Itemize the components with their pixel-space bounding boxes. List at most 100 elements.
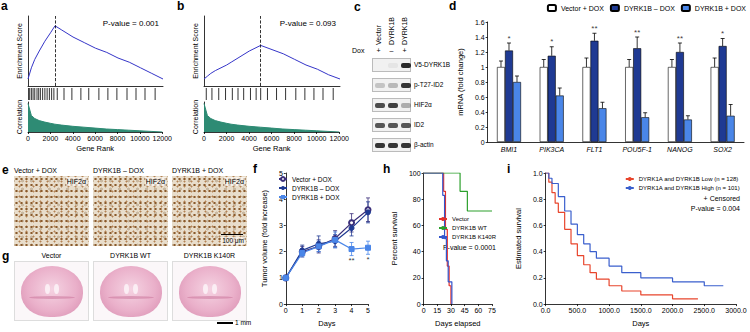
svg-text:15: 15 [433, 307, 441, 314]
svg-text:**: ** [591, 24, 597, 33]
svg-text:4: 4 [350, 307, 354, 314]
svg-text:3: 3 [279, 222, 283, 229]
svg-text:6000: 6000 [264, 135, 280, 142]
svg-text:Enrichment Score: Enrichment Score [16, 23, 23, 79]
svg-text:3: 3 [333, 307, 337, 314]
svg-text:0: 0 [481, 139, 485, 146]
svg-text:100: 100 [409, 170, 421, 177]
svg-text:**: ** [634, 28, 640, 37]
svg-text:0: 0 [26, 135, 30, 142]
svg-text:i: i [507, 163, 510, 176]
svg-text:PIK3CA: PIK3CA [539, 146, 564, 153]
svg-text:0.8: 0.8 [533, 196, 543, 203]
svg-text:Percent survival: Percent survival [390, 212, 399, 266]
svg-text:DYRK1B – DOX: DYRK1B – DOX [624, 5, 675, 12]
svg-text:8000: 8000 [286, 135, 302, 142]
svg-text:+ Censored: + Censored [704, 195, 740, 202]
svg-text:6000: 6000 [87, 135, 103, 142]
svg-text:500.0: 500.0 [569, 307, 587, 314]
svg-text:NANOG: NANOG [667, 146, 693, 153]
svg-text:**: ** [677, 34, 683, 43]
svg-text:12000: 12000 [153, 135, 173, 142]
svg-text:Days: Days [318, 319, 335, 328]
svg-text:75: 75 [488, 307, 496, 314]
svg-text:d: d [449, 0, 456, 13]
svg-text:DYRK1B K140R: DYRK1B K140R [452, 234, 497, 240]
svg-text:1.0: 1.0 [533, 170, 543, 177]
svg-text:2: 2 [317, 307, 321, 314]
svg-text:Tumor volume (fold increase): Tumor volume (fold increase) [260, 189, 269, 287]
svg-text:h: h [383, 163, 390, 176]
svg-text:5: 5 [279, 170, 283, 177]
svg-text:*: * [550, 37, 553, 46]
svg-text:20: 20 [413, 274, 421, 281]
svg-text:0.4: 0.4 [475, 109, 485, 116]
svg-text:0.4: 0.4 [533, 248, 543, 255]
svg-text:POU5F-1: POU5F-1 [622, 146, 652, 153]
svg-text:0.2: 0.2 [475, 124, 485, 131]
svg-text:1000.0: 1000.0 [598, 307, 620, 314]
svg-text:4000: 4000 [241, 135, 257, 142]
svg-text:DYRK1A and DYRK1B High (n = 10: DYRK1A and DYRK1B High (n = 101) [639, 185, 740, 191]
svg-text:2500.0: 2500.0 [694, 307, 716, 314]
svg-text:1.6: 1.6 [475, 19, 485, 26]
svg-text:1: 1 [300, 307, 304, 314]
svg-text:Vector: Vector [452, 216, 469, 222]
svg-text:2000: 2000 [43, 135, 59, 142]
svg-text:80: 80 [413, 196, 421, 203]
svg-text:2000.0: 2000.0 [662, 307, 684, 314]
svg-text:0: 0 [417, 301, 421, 308]
svg-text:DYRK1A and DYRK1B Low (n = 128: DYRK1A and DYRK1B Low (n = 128) [639, 176, 739, 182]
svg-text:1500.0: 1500.0 [630, 307, 652, 314]
svg-text:Days elapsed: Days elapsed [435, 319, 480, 328]
svg-text:P-value = 0.001: P-value = 0.001 [103, 19, 160, 28]
svg-text:0: 0 [284, 307, 288, 314]
svg-text:DYRK1B + DOX: DYRK1B + DOX [292, 194, 340, 201]
svg-text:1: 1 [279, 274, 283, 281]
svg-text:b: b [177, 0, 184, 13]
svg-text:0.6: 0.6 [533, 222, 543, 229]
svg-text:10000: 10000 [307, 135, 327, 142]
svg-text:BMI1: BMI1 [501, 146, 517, 153]
svg-text:Vector + DOX: Vector + DOX [292, 176, 333, 183]
svg-text:10000: 10000 [130, 135, 150, 142]
svg-text:2000: 2000 [219, 135, 235, 142]
svg-text:1.2: 1.2 [475, 49, 485, 56]
svg-text:0.6: 0.6 [475, 94, 485, 101]
svg-text:Enrichment Score: Enrichment Score [192, 23, 199, 79]
svg-text:1.4: 1.4 [475, 34, 485, 41]
svg-text:2: 2 [279, 248, 283, 255]
svg-text:Days: Days [632, 319, 649, 328]
svg-text:30: 30 [447, 307, 455, 314]
svg-text:P-value = 0.004: P-value = 0.004 [691, 205, 740, 212]
svg-text:DYRK1B – DOX: DYRK1B – DOX [292, 185, 340, 192]
svg-text:SOX2: SOX2 [713, 146, 732, 153]
svg-text:*: * [721, 29, 724, 38]
svg-text:Gene Rank: Gene Rank [253, 144, 291, 153]
svg-text:1: 1 [481, 64, 485, 71]
svg-text:Correlation: Correlation [192, 100, 199, 134]
svg-text:4000: 4000 [65, 135, 81, 142]
svg-text:12000: 12000 [330, 135, 350, 142]
svg-text:*: * [507, 34, 510, 43]
svg-text:60: 60 [474, 307, 482, 314]
svg-text:mRNA (fold change): mRNA (fold change) [456, 48, 465, 116]
svg-text:P-value = 0.093: P-value = 0.093 [280, 19, 337, 28]
svg-text:0.8: 0.8 [475, 79, 485, 86]
svg-text:*: * [366, 255, 369, 264]
svg-text:40: 40 [413, 248, 421, 255]
svg-text:DYRK1B + DOX: DYRK1B + DOX [695, 5, 746, 12]
svg-text:5: 5 [366, 307, 370, 314]
svg-text:45: 45 [461, 307, 469, 314]
svg-text:Vector + DOX: Vector + DOX [561, 5, 604, 12]
svg-text:Correlation: Correlation [16, 100, 23, 134]
svg-text:0: 0 [279, 301, 283, 308]
svg-text:8000: 8000 [110, 135, 126, 142]
svg-text:FLT1: FLT1 [587, 146, 603, 153]
svg-text:0.0: 0.0 [541, 307, 551, 314]
svg-text:Estimated survival: Estimated survival [514, 208, 523, 269]
svg-text:0: 0 [422, 307, 426, 314]
svg-text:P-value = 0.0001: P-value = 0.0001 [443, 244, 496, 251]
svg-text:a: a [1, 0, 8, 13]
svg-text:0: 0 [202, 135, 206, 142]
